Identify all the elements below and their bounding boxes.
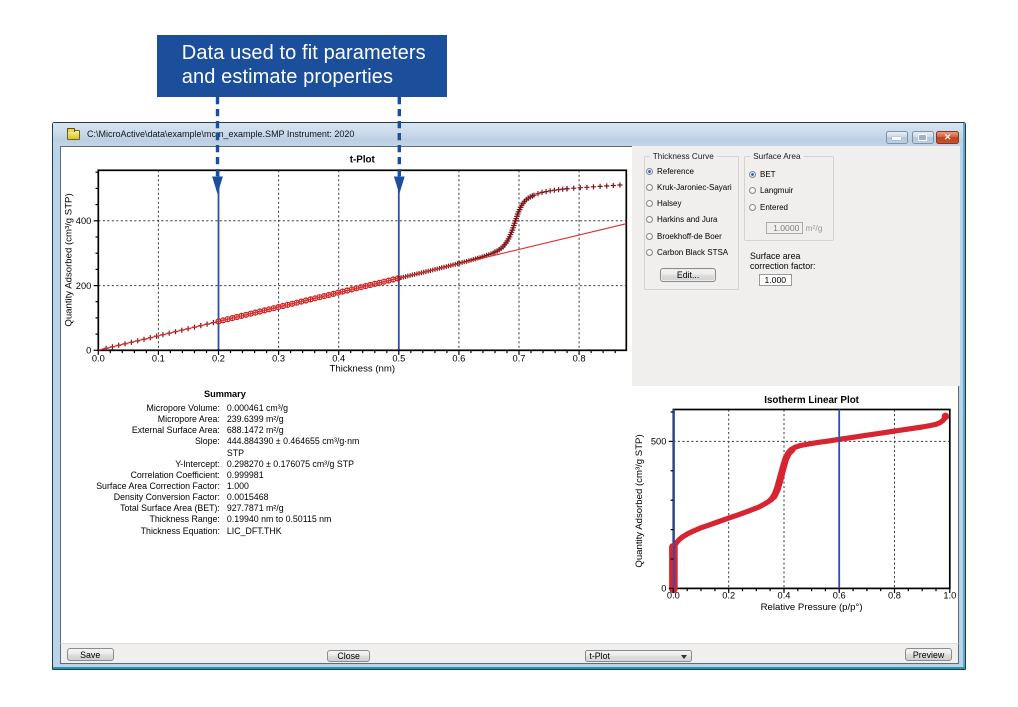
svg-text:1.0: 1.0 — [943, 591, 956, 601]
svg-text:Relative Pressure (p/p°): Relative Pressure (p/p°) — [761, 602, 863, 613]
svg-text:0.8: 0.8 — [573, 354, 586, 364]
svg-text:Quantity Adsorbed (cm³/g STP): Quantity Adsorbed (cm³/g STP) — [634, 434, 645, 567]
svg-text:Quantity Adsorbed (cm³/g STP): Quantity Adsorbed (cm³/g STP) — [63, 193, 74, 326]
svg-text:Isotherm Linear Plot: Isotherm Linear Plot — [764, 395, 859, 406]
svg-text:0.7: 0.7 — [513, 354, 526, 364]
svg-text:0.3: 0.3 — [272, 354, 285, 364]
svg-text:0.4: 0.4 — [332, 354, 345, 364]
svg-text:t-Plot: t-Plot — [350, 155, 376, 166]
svg-text:0.6: 0.6 — [452, 354, 465, 364]
svg-text:0.0: 0.0 — [92, 354, 105, 364]
svg-text:0.6: 0.6 — [833, 591, 846, 601]
svg-text:0.5: 0.5 — [392, 354, 405, 364]
svg-text:0: 0 — [86, 346, 91, 356]
svg-text:0.1: 0.1 — [152, 354, 165, 364]
svg-text:500: 500 — [651, 437, 667, 447]
svg-text:0.2: 0.2 — [722, 591, 735, 601]
svg-text:400: 400 — [76, 216, 92, 226]
svg-text:Thickness (nm): Thickness (nm) — [329, 364, 395, 375]
svg-text:0.0: 0.0 — [667, 591, 680, 601]
svg-text:0: 0 — [661, 584, 666, 594]
svg-text:0.2: 0.2 — [212, 354, 225, 364]
svg-text:0.4: 0.4 — [778, 591, 791, 601]
svg-text:200: 200 — [76, 281, 92, 291]
svg-text:0.8: 0.8 — [888, 591, 901, 601]
